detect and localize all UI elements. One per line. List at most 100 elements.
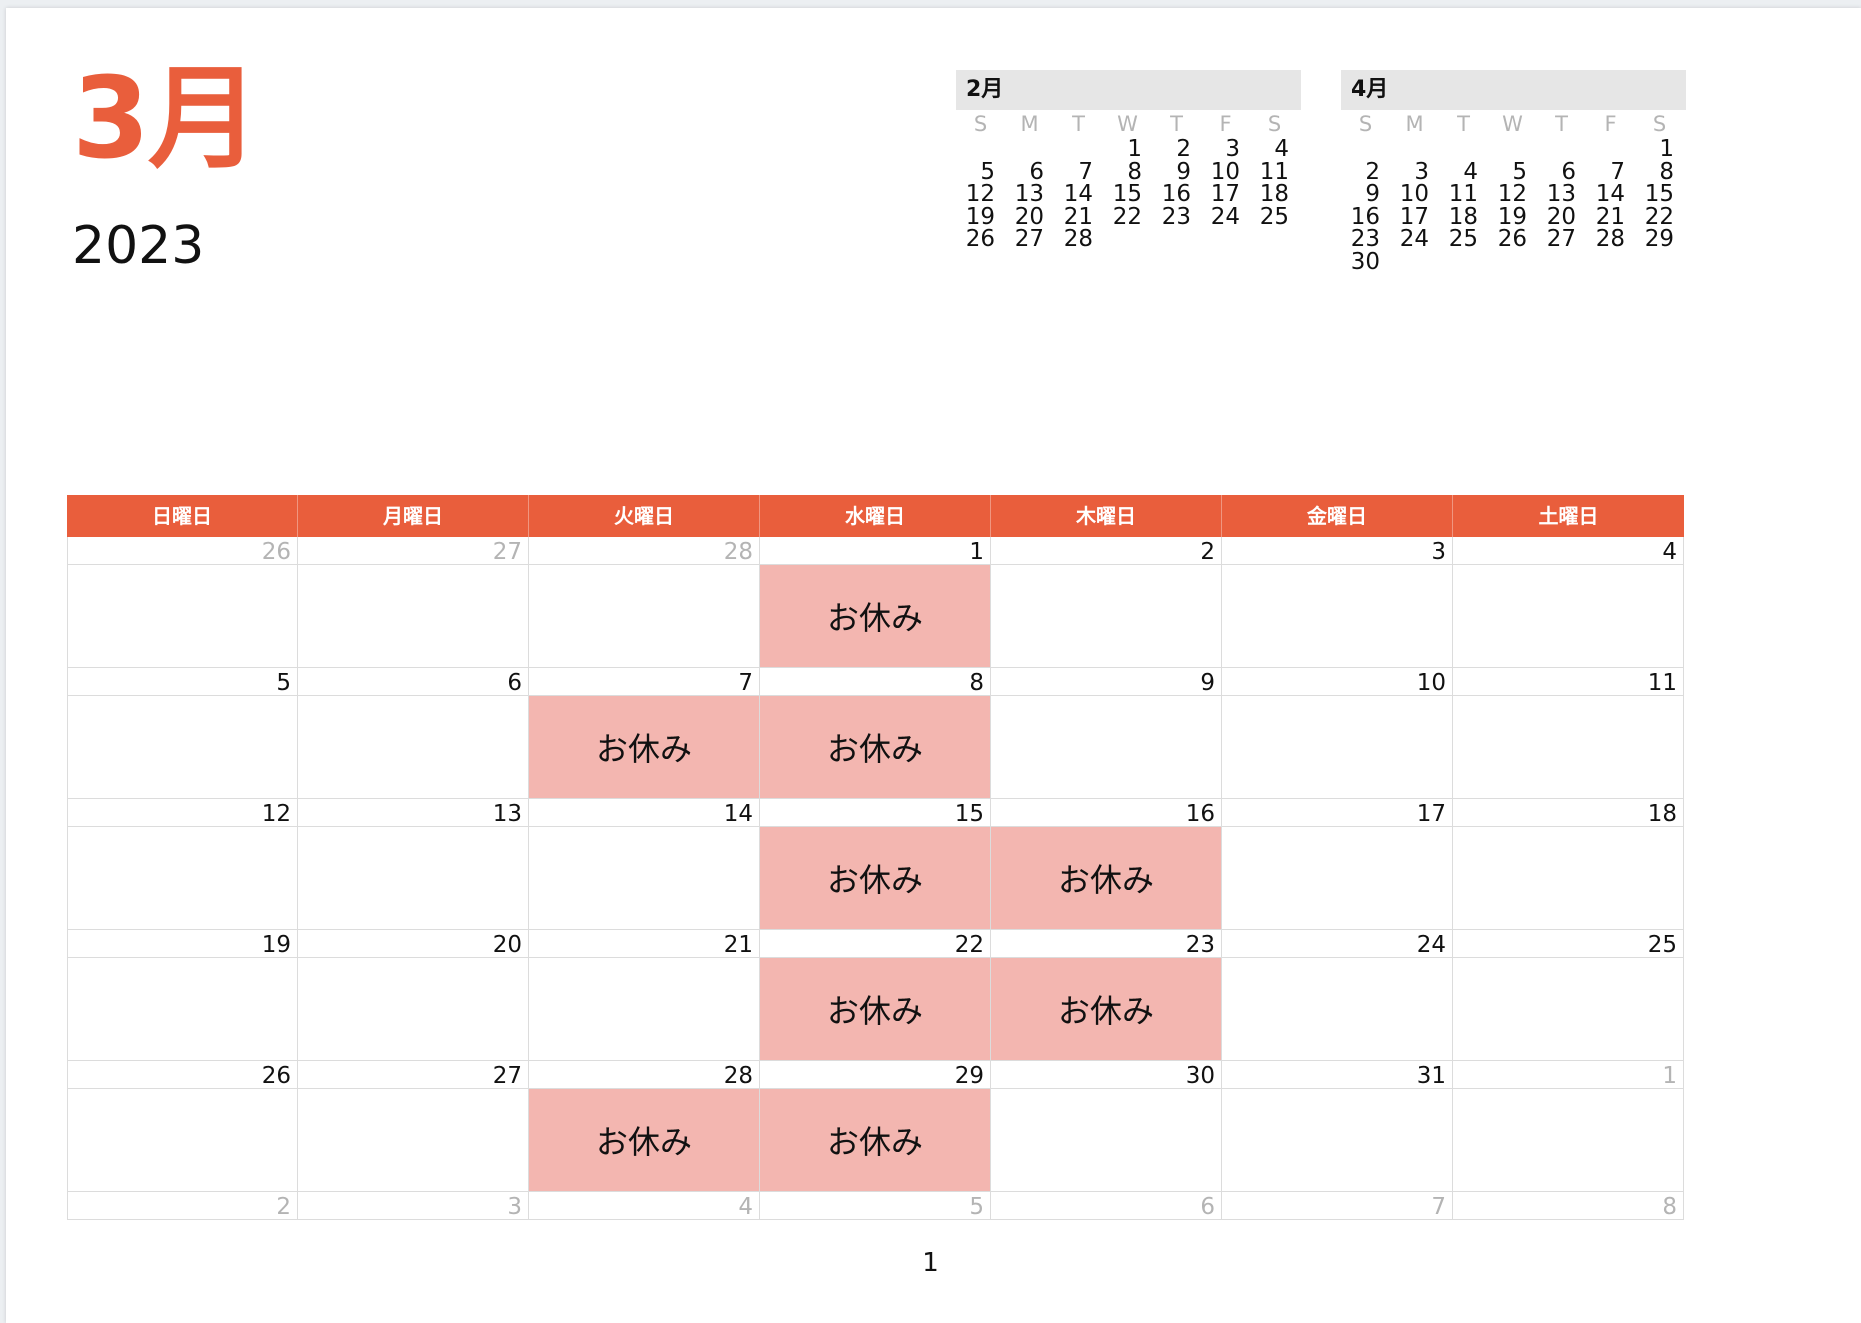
day-cell[interactable]: 19 — [67, 930, 298, 1061]
day-number: 13 — [298, 799, 528, 827]
day-cell[interactable]: 3 — [1222, 537, 1453, 668]
day-number: 7 — [529, 668, 759, 696]
mini-weekday-label: F — [1219, 112, 1232, 136]
day-number: 18 — [1453, 799, 1683, 827]
day-cell[interactable]: 23 お休み — [991, 930, 1222, 1061]
day-cell[interactable]: 5 — [67, 668, 298, 799]
mini-weekday-label: M — [1020, 112, 1039, 136]
day-cell[interactable]: 30 — [991, 1061, 1222, 1192]
day-number: 30 — [991, 1061, 1221, 1089]
day-cell[interactable]: 27 — [298, 1061, 529, 1192]
mini-calendar-title: 4月 — [1341, 70, 1686, 110]
day-number: 24 — [1222, 930, 1452, 958]
mini-day: 1 — [1127, 136, 1142, 162]
day-cell[interactable]: 7 お休み — [529, 668, 760, 799]
mini-calendar-week: 1 2 3 4 — [956, 138, 1301, 161]
year-label: 2023 — [72, 216, 205, 276]
day-event[interactable]: お休み — [991, 827, 1221, 929]
mini-day: 13 — [1014, 181, 1044, 207]
weekday-header: 水曜日 — [760, 495, 991, 537]
trailing-day-cell[interactable]: 2 — [67, 1192, 298, 1220]
day-cell[interactable]: 13 — [298, 799, 529, 930]
trailing-day-cell[interactable]: 4 — [529, 1192, 760, 1220]
trailing-day-cell[interactable]: 6 — [991, 1192, 1222, 1220]
day-cell[interactable]: 17 — [1222, 799, 1453, 930]
mini-day: 15 — [1112, 181, 1142, 207]
day-cell[interactable]: 21 — [529, 930, 760, 1061]
day-cell[interactable]: 27 — [298, 537, 529, 668]
day-cell[interactable]: 12 — [67, 799, 298, 930]
day-cell[interactable]: 28 — [529, 537, 760, 668]
mini-day: 11 — [1259, 158, 1289, 185]
mini-day: 13 — [1546, 181, 1576, 207]
day-event[interactable]: お休み — [991, 958, 1221, 1060]
mini-day — [1103, 228, 1152, 251]
mini-calendar-week: 19 20 21 22 23 24 25 — [956, 203, 1301, 230]
day-number: 20 — [298, 930, 528, 958]
day-cell[interactable]: 16 お休み — [991, 799, 1222, 930]
mini-day: 25 — [1259, 203, 1289, 230]
day-number: 6 — [1200, 1194, 1215, 1220]
day-cell[interactable]: 1 — [1453, 1061, 1684, 1192]
day-cell[interactable]: 25 — [1453, 930, 1684, 1061]
mini-day: 18 — [1259, 181, 1289, 207]
day-cell[interactable]: 11 — [1453, 668, 1684, 799]
mini-calendar-week: 1 — [1341, 138, 1686, 161]
day-cell[interactable]: 10 — [1222, 668, 1453, 799]
mini-day — [1586, 251, 1635, 274]
day-cell[interactable]: 26 — [67, 1061, 298, 1192]
day-cell[interactable]: 8 お休み — [760, 668, 991, 799]
mini-day — [1635, 251, 1684, 274]
weekday-header-row: 日曜日 月曜日 火曜日 水曜日 木曜日 金曜日 土曜日 — [67, 495, 1684, 537]
mini-day — [1488, 251, 1537, 274]
mini-day: 9 — [1365, 181, 1380, 207]
mini-day — [1488, 138, 1537, 161]
day-cell[interactable]: 28 お休み — [529, 1061, 760, 1192]
day-cell[interactable]: 2 — [991, 537, 1222, 668]
day-event[interactable]: お休み — [760, 1089, 990, 1191]
day-cell[interactable]: 29 お休み — [760, 1061, 991, 1192]
day-event[interactable]: お休み — [760, 958, 990, 1060]
day-event[interactable]: お休み — [529, 1089, 759, 1191]
day-number: 29 — [760, 1061, 990, 1089]
mini-day: 27 — [1014, 226, 1044, 252]
day-event[interactable]: お休み — [760, 827, 990, 929]
mini-day: 26 — [1497, 226, 1527, 252]
day-cell[interactable]: 6 — [298, 668, 529, 799]
trailing-day-cell[interactable]: 8 — [1453, 1192, 1684, 1220]
month-calendar-grid: 日曜日 月曜日 火曜日 水曜日 木曜日 金曜日 土曜日 26 27 28 1 お休み 2 3 4 5 6 7 お休… — [67, 495, 1684, 1220]
day-cell[interactable]: 1 お休み — [760, 537, 991, 668]
mini-day: 27 — [1546, 226, 1576, 252]
mini-weekday-label: T — [1457, 112, 1470, 136]
trailing-day-cell[interactable]: 5 — [760, 1192, 991, 1220]
mini-weekday-label: T — [1170, 112, 1183, 136]
mini-day: 16 — [1350, 203, 1380, 230]
trailing-day-cell[interactable]: 3 — [298, 1192, 529, 1220]
day-cell[interactable]: 18 — [1453, 799, 1684, 930]
mini-day: 12 — [965, 181, 995, 207]
day-event[interactable]: お休み — [760, 696, 990, 798]
day-event[interactable]: お休み — [760, 565, 990, 667]
weekday-header: 火曜日 — [529, 495, 760, 537]
day-cell[interactable]: 14 — [529, 799, 760, 930]
trailing-day-cell[interactable]: 7 — [1222, 1192, 1453, 1220]
mini-day: 8 — [1127, 158, 1142, 185]
day-cell[interactable]: 15 お休み — [760, 799, 991, 930]
day-event[interactable]: お休み — [529, 696, 759, 798]
mini-day — [1005, 138, 1054, 161]
mini-day: 22 — [1112, 203, 1142, 230]
mini-weekday-label: S — [973, 112, 988, 136]
day-cell[interactable]: 31 — [1222, 1061, 1453, 1192]
day-number: 1 — [1453, 1061, 1683, 1089]
day-cell[interactable]: 22 お休み — [760, 930, 991, 1061]
day-number: 25 — [1453, 930, 1683, 958]
mini-calendar-week: 26 27 28 — [956, 228, 1301, 251]
day-cell[interactable]: 20 — [298, 930, 529, 1061]
day-cell[interactable]: 4 — [1453, 537, 1684, 668]
mini-day: 3 — [1414, 158, 1429, 185]
day-cell[interactable]: 26 — [67, 537, 298, 668]
day-cell[interactable]: 24 — [1222, 930, 1453, 1061]
day-number: 21 — [529, 930, 759, 958]
day-number: 11 — [1453, 668, 1683, 696]
day-cell[interactable]: 9 — [991, 668, 1222, 799]
